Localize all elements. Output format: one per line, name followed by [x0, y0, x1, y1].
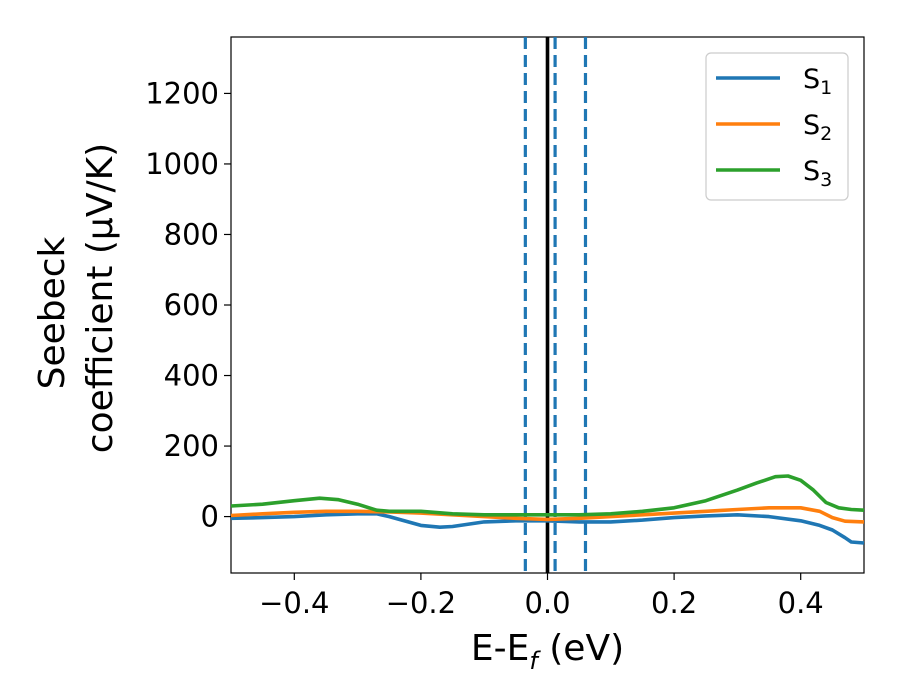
legend: S1 S2 S3 — [705, 52, 849, 201]
series-lines — [230, 474, 865, 545]
x-axis-ticks: −0.4 −0.2 0.0 0.2 0.4 — [259, 573, 824, 620]
x-tick-label: −0.4 — [259, 586, 329, 620]
y-axis-title-line1: Seebeck — [32, 236, 73, 389]
y-tick-label: 800 — [164, 217, 219, 251]
legend-label-s2: S2 — [803, 110, 832, 145]
y-tick-label: 1200 — [145, 76, 219, 110]
y-tick-label: 400 — [164, 359, 219, 393]
legend-label-s1: S1 — [803, 64, 832, 99]
series-line-s2 — [230, 505, 865, 524]
y-axis-title-line2: coefficient (μV/K) — [80, 143, 121, 453]
x-tick-label: 0.0 — [524, 586, 570, 620]
legend-box — [705, 52, 849, 201]
x-axis-title: E-Ef (eV) — [471, 628, 624, 675]
y-tick-label: 0 — [201, 500, 219, 534]
series-line-s3 — [230, 474, 865, 517]
legend-label-s3: S3 — [803, 156, 832, 191]
legend-entries: S1 S2 S3 — [716, 64, 832, 191]
y-tick-label: 200 — [164, 429, 219, 463]
series-line-s1 — [230, 511, 865, 545]
x-tick-label: 0.2 — [651, 586, 697, 620]
y-tick-label: 1000 — [145, 147, 219, 181]
x-tick-label: 0.4 — [778, 586, 824, 620]
y-axis-ticks: 0 200 400 600 800 1000 1200 — [145, 76, 231, 534]
y-tick-label: 600 — [164, 288, 219, 322]
vertical-reference-lines — [523, 37, 588, 573]
x-tick-label: −0.2 — [386, 586, 456, 620]
y-axis-title: Seebeck coefficient (μV/K) — [32, 143, 121, 453]
